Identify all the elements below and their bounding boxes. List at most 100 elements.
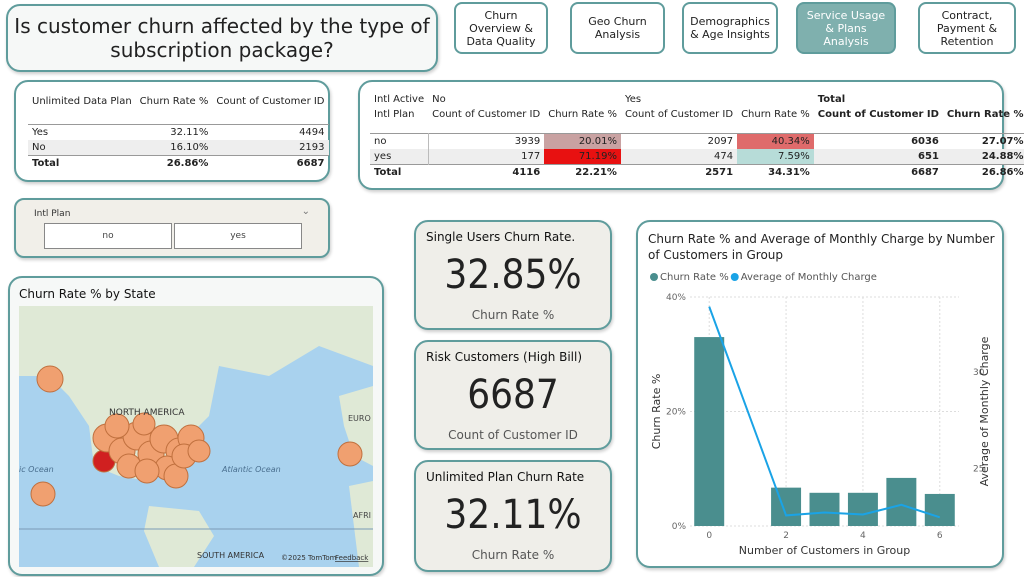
total-cell: 34.31% <box>768 167 810 178</box>
total-cell: 26.86% <box>981 167 1024 178</box>
cell: 2097 <box>707 136 734 147</box>
slicer-option[interactable]: no <box>44 223 172 249</box>
total-label: Total <box>374 167 402 178</box>
total-row: Total 4116 22.21% 2571 34.31% 6687 26.86% <box>370 164 1024 181</box>
y-axis-label: Churn Rate % <box>650 374 663 450</box>
cell: 24.88% <box>981 151 1024 162</box>
corner-header: Intl Plan <box>374 109 415 120</box>
bar <box>809 492 840 526</box>
map-card: Churn Rate % by State NORTH AMERICA Atla… <box>8 276 384 576</box>
column-row: Intl Plan Count of Customer ID Churn Rate … <box>370 107 1024 134</box>
corner-header: Intl Active <box>374 94 425 105</box>
map-feedback[interactable]: Feedback <box>335 554 369 562</box>
cell: 3939 <box>514 136 541 147</box>
legend-label: Churn Rate % <box>660 272 729 283</box>
total-cell: 4116 <box>512 167 541 178</box>
chart: 0% 20% 40% 25 30 0 2 4 6 Number of Customers in G… <box>650 272 991 557</box>
table1: Unlimited Data Plan Churn Rate % Count of … <box>28 94 329 171</box>
total-cell: 22.21% <box>575 167 617 178</box>
nav-button[interactable]: Geo Churn Analysis <box>570 2 665 54</box>
kpi-value: 6687 <box>467 372 559 418</box>
cell: 27.07% <box>981 136 1024 147</box>
legend-label: Average of Monthly Charge <box>741 272 877 283</box>
cell: 177 <box>521 151 541 162</box>
y-tick-label: 0% <box>672 522 687 532</box>
column-header: Count of Customer ID <box>216 96 325 107</box>
kpi-title: Risk Customers (High Bill) <box>426 350 583 364</box>
map-title: Churn Rate % by State <box>19 287 156 301</box>
row-label: no <box>370 133 429 149</box>
kpi-title: Unlimited Plan Churn Rate <box>426 470 585 484</box>
total-row: Total 26.86% 6687 <box>28 155 329 172</box>
cell: 16.10% <box>170 142 209 153</box>
column-header: Count of Customer ID <box>817 109 939 120</box>
total-cell: 6687 <box>911 167 939 178</box>
cell: Yes <box>32 127 49 138</box>
page-title: Is customer churn affected by the type o… <box>6 4 438 72</box>
cell: 4494 <box>299 127 325 138</box>
kpi-label: Count of Customer ID <box>448 428 578 442</box>
cell: 20.01% <box>544 133 621 149</box>
group-header: Yes <box>624 94 642 105</box>
column-header: Unlimited Data Plan <box>32 96 132 107</box>
nav-button[interactable]: Contract, Payment & Retention <box>918 2 1016 54</box>
total-cell: 26.86% <box>166 158 209 169</box>
kpi-card: Risk Customers (High Bill) 6687 Count of… <box>414 340 612 450</box>
bar <box>771 487 802 526</box>
table2-card: Intl Active No Yes Total Intl Plan Count of C… <box>358 80 1024 190</box>
kpi-title: Single Users Churn Rate. <box>426 230 576 244</box>
map-label: Atlantic Ocean <box>221 465 281 474</box>
land <box>349 481 373 567</box>
row: No 16.10% 2193 <box>28 140 329 156</box>
x-axis-label: Number of Customers in Group <box>739 544 910 557</box>
column-header: Count of Customer ID <box>432 109 541 120</box>
x-tick-label: 2 <box>783 531 789 541</box>
column-header: Churn Rate % <box>139 96 209 107</box>
kpi-value: 32.11% <box>444 492 582 538</box>
row-label: yes <box>370 149 429 165</box>
land <box>144 506 214 567</box>
cell: 651 <box>918 151 939 162</box>
map-copyright: ©2025 TomTom <box>281 554 337 562</box>
kpi-value: 32.85% <box>444 252 582 298</box>
group-header: Total <box>817 94 846 105</box>
row: no 3939 20.01% 2097 40.34% 6036 27.07% <box>370 133 1024 149</box>
header-row: Unlimited Data Plan Churn Rate % Count of … <box>28 94 329 125</box>
bar <box>886 477 917 526</box>
row: Yes 32.11% 4494 <box>28 125 329 141</box>
cell: 71.19% <box>544 149 621 165</box>
slicer-option[interactable]: yes <box>174 223 302 249</box>
cell: 6036 <box>911 136 939 147</box>
total-cell: Total <box>32 158 60 169</box>
table1-card: Unlimited Data Plan Churn Rate % Count of … <box>14 80 330 182</box>
nav-button[interactable]: Demographics & Age Insights <box>682 2 778 54</box>
chart-title: Churn Rate % and Average of Monthly Char… <box>648 232 995 262</box>
cell: 40.34% <box>737 133 814 149</box>
group-row: Intl Active No Yes Total <box>370 92 1024 107</box>
chart-card: Churn Rate % and Average of Monthly Char… <box>636 220 1004 568</box>
map[interactable]: NORTH AMERICA Atlantic Ocean EURO AFRI i… <box>19 306 373 567</box>
slicer-chevron[interactable]: ⌄ <box>301 206 310 217</box>
bar <box>847 492 878 526</box>
cell: 7.59% <box>737 149 814 165</box>
kpi-card: Unlimited Plan Churn Rate 32.11% Churn R… <box>414 460 612 572</box>
row: yes 177 71.19% 474 7.59% 651 24.88% <box>370 149 1024 165</box>
map-label: ic Ocean <box>19 465 54 474</box>
y2-tick-label: 30 <box>973 368 985 378</box>
slicer: Intl Plan ⌄ no yes <box>14 198 330 258</box>
kpi-card: Single Users Churn Rate. 32.85% Churn Ra… <box>414 220 612 330</box>
kpi-label: Churn Rate % <box>471 548 555 562</box>
x-tick-label: 0 <box>706 531 712 541</box>
cell: No <box>32 142 46 153</box>
legend-marker <box>650 273 658 281</box>
land <box>339 386 373 466</box>
map-label: NORTH AMERICA <box>109 408 185 418</box>
nav-button[interactable]: Service Usage & Plans Analysis <box>796 2 896 54</box>
nav-button[interactable]: Churn Overview & Data Quality <box>454 2 548 54</box>
legend-marker <box>730 273 739 281</box>
cell: 32.11% <box>170 127 209 138</box>
line <box>708 306 941 519</box>
cell: 2193 <box>299 142 325 153</box>
y2-axis-label: Average of Monthly Charge <box>978 336 991 486</box>
